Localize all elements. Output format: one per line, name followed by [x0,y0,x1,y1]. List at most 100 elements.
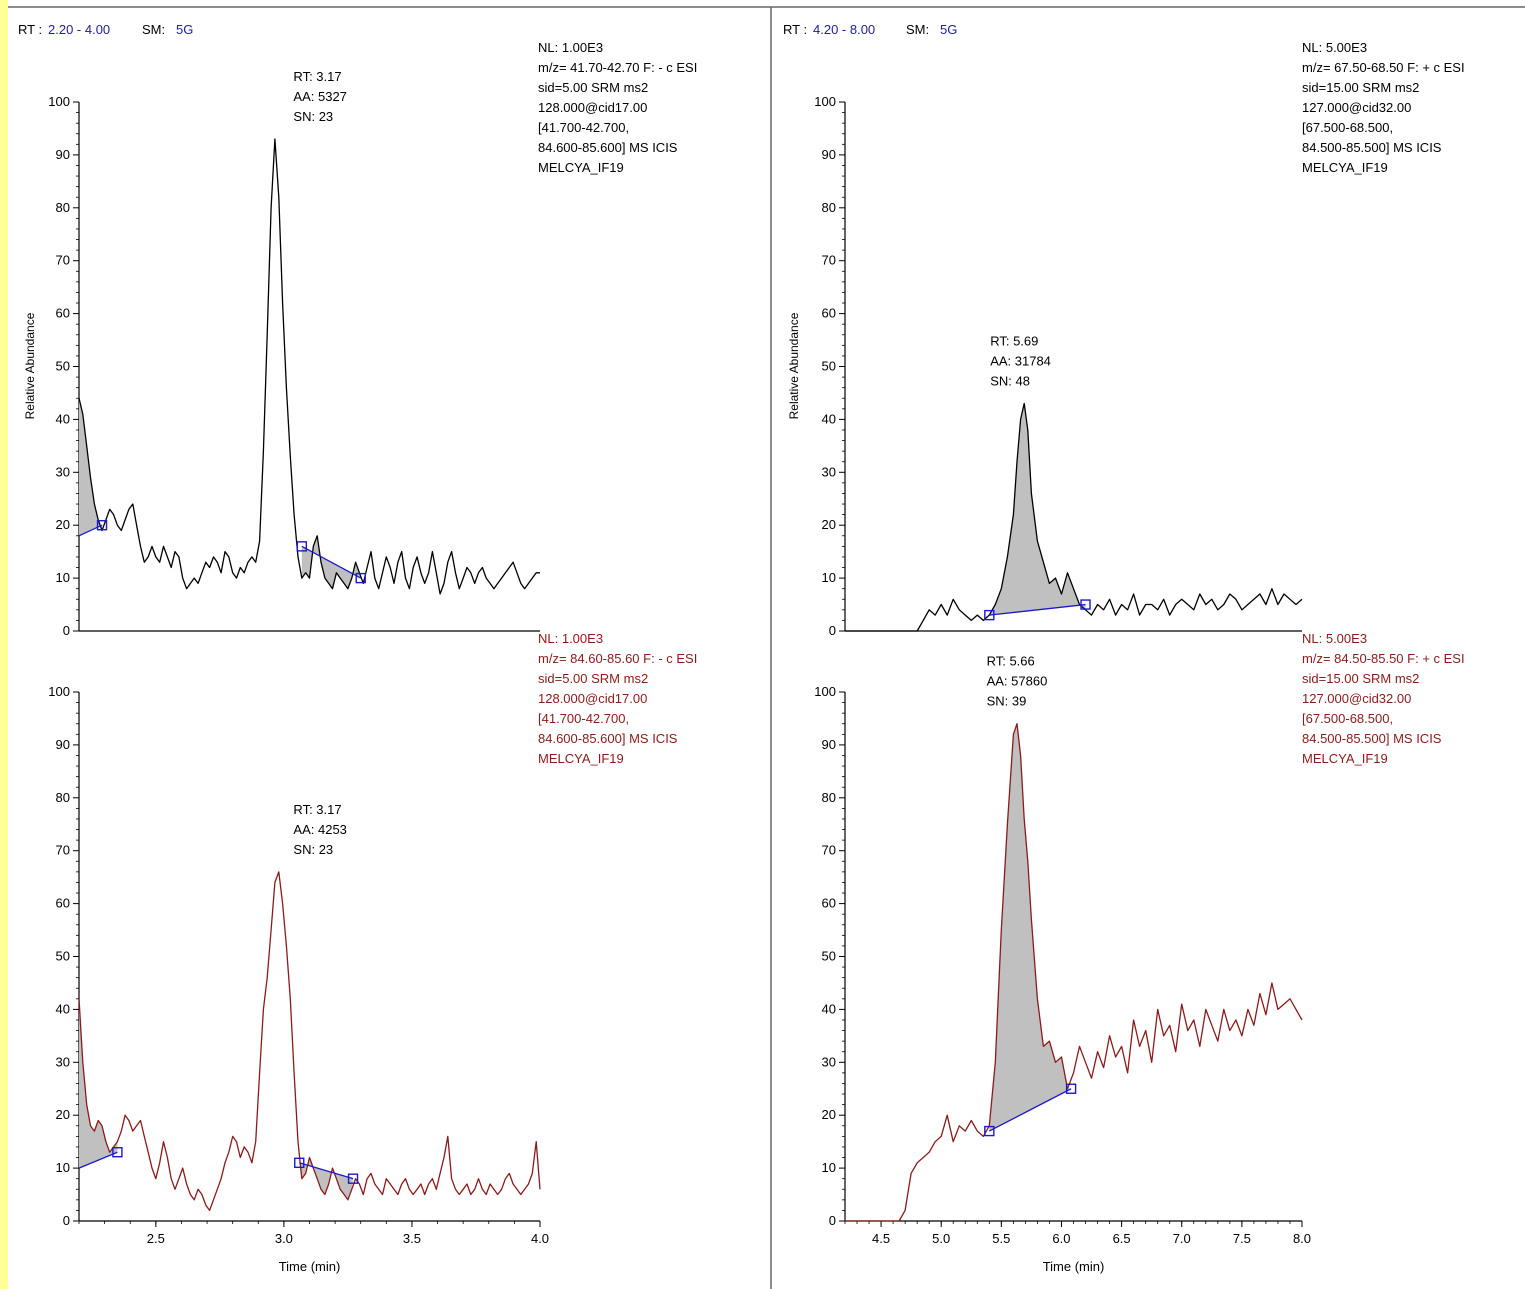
chromatogram-plot-2: 0 10 20 30 40 50 60 70 80 90 100 Relative Abundance… [787,40,1465,638]
header-left-sm-value: 5G [176,22,193,37]
info-line: NL: 5.00E3 [1302,631,1367,646]
info-line: MELCYA_IF19 [1302,751,1388,766]
peak-boundary-marker [984,1125,995,1137]
peak-annotation-rt: RT: 5.66 [987,654,1035,669]
y-tick-label: 100 [814,94,836,109]
y-tick-label: 0 [63,623,70,638]
peak-area [989,403,1086,616]
peak-boundary-marker [1065,1083,1077,1094]
y-axis-label: Relative Abundance [23,312,37,419]
x-tick-label: 2.5 [147,1231,165,1246]
peak-area [989,723,1072,1132]
y-tick-label: 70 [56,253,70,268]
info-line: [67.500-68.500, [1302,711,1393,726]
y-tick-label: 10 [56,1160,70,1175]
y-tick-label: 60 [822,306,836,321]
peak-annotation-aa: AA: 5327 [293,89,347,104]
y-tick-label: 50 [822,949,836,964]
x-tick-label: 7.0 [1173,1231,1191,1246]
info-line: sid=5.00 SRM ms2 [538,80,648,95]
y-tick-label: 0 [829,1213,836,1228]
peak-boundary-marker [984,609,995,621]
y-tick-label: 70 [822,843,836,858]
peak-baseline [301,545,362,579]
left-peak-area [79,998,118,1169]
y-tick-label: 40 [822,411,836,426]
info-line: MELCYA_IF19 [538,751,624,766]
left-margin-strip [0,0,8,1289]
peak-annotation-sn: SN: 23 [293,842,333,857]
y-tick-label: 10 [822,570,836,585]
y-tick-label: 90 [56,737,70,752]
info-line: [41.700-42.700, [538,120,629,135]
y-tick-label: 60 [56,896,70,911]
y-tick-label: 60 [56,306,70,321]
header-left-rt-value: 2.20 - 4.00 [48,22,110,37]
x-axis-label: Time (min) [279,1259,341,1274]
peak-boundary-marker [1080,599,1091,610]
info-line: 84.500-85.500] MS ICIS [1302,731,1442,746]
y-tick-label: 100 [814,684,836,699]
y-tick-label: 20 [822,1107,836,1122]
x-tick-label: 7.5 [1233,1231,1251,1246]
y-tick-label: 40 [56,1001,70,1016]
header-right-rt-value: 4.20 - 8.00 [813,22,875,37]
header-right-rt-label: RT : [783,22,807,37]
peak-area [299,1157,354,1200]
y-axis-label: Relative Abundance [787,312,801,419]
chromatogram-plot-4: 0 10 20 30 40 50 60 70 80 90 100 4.5 5.0 5.5 6.0 6.5 7.0… [814,631,1464,1274]
peak-annotation-aa: AA: 57860 [987,674,1048,689]
y-tick-label: 40 [56,411,70,426]
peak-boundary-marker [355,572,366,584]
x-tick-label: 4.5 [872,1231,890,1246]
trace-line [78,138,540,595]
info-line: MELCYA_IF19 [1302,160,1388,175]
info-line: NL: 1.00E3 [538,631,603,646]
peak-boundary-marker [294,1157,305,1169]
info-line: [41.700-42.700, [538,711,629,726]
x-tick-label: 6.0 [1052,1231,1070,1246]
y-tick-label: 30 [56,464,70,479]
info-line: 128.000@cid17.00 [538,100,647,115]
y-tick-label: 0 [63,1213,70,1228]
info-line: sid=15.00 SRM ms2 [1302,80,1419,95]
peak-boundary-marker [112,1147,123,1158]
info-line: 128.000@cid17.00 [538,691,647,706]
peak-annotation-sn: SN: 23 [293,109,333,124]
info-line: [67.500-68.500, [1302,120,1393,135]
info-line: MELCYA_IF19 [538,160,624,175]
y-tick-label: 30 [822,464,836,479]
info-line: NL: 5.00E3 [1302,40,1367,55]
y-tick-label: 90 [822,737,836,752]
x-tick-label: 3.5 [403,1231,421,1246]
peak-baseline [989,603,1086,616]
x-axis-label: Time (min) [1043,1259,1105,1274]
info-line: 84.600-85.600] MS ICIS [538,140,678,155]
info-line: m/z= 84.60-85.60 F: - c ESI [538,651,697,666]
peak-annotation-rt: RT: 5.69 [990,334,1038,349]
trace-line [845,402,1303,632]
peak-annotation-sn: SN: 48 [990,374,1030,389]
x-tick-label: 5.0 [932,1231,950,1246]
y-tick-label: 90 [56,147,70,162]
y-tick-label: 80 [822,200,836,215]
peak-annotation-rt: RT: 3.17 [293,802,341,817]
y-tick-label: 50 [822,359,836,374]
y-tick-label: 0 [829,623,836,638]
info-line: 127.000@cid32.00 [1302,691,1411,706]
info-line: sid=15.00 SRM ms2 [1302,671,1419,686]
header-left: RT : 2.20 - 4.00 SM: 5G [18,22,193,37]
x-tick-label: 4.0 [531,1231,549,1246]
info-line: 84.500-85.500] MS ICIS [1302,140,1442,155]
header-right-sm-label: SM: [906,22,929,37]
trace-line [78,871,541,1212]
info-line: 127.000@cid32.00 [1302,100,1411,115]
x-tick-label: 5.5 [992,1231,1010,1246]
info-line: 84.600-85.600] MS ICIS [538,731,678,746]
header-left-sm-label: SM: [142,22,165,37]
x-tick-label: 6.5 [1113,1231,1131,1246]
peak-annotation-sn: SN: 39 [987,694,1027,709]
peak-boundary-marker [347,1173,359,1184]
